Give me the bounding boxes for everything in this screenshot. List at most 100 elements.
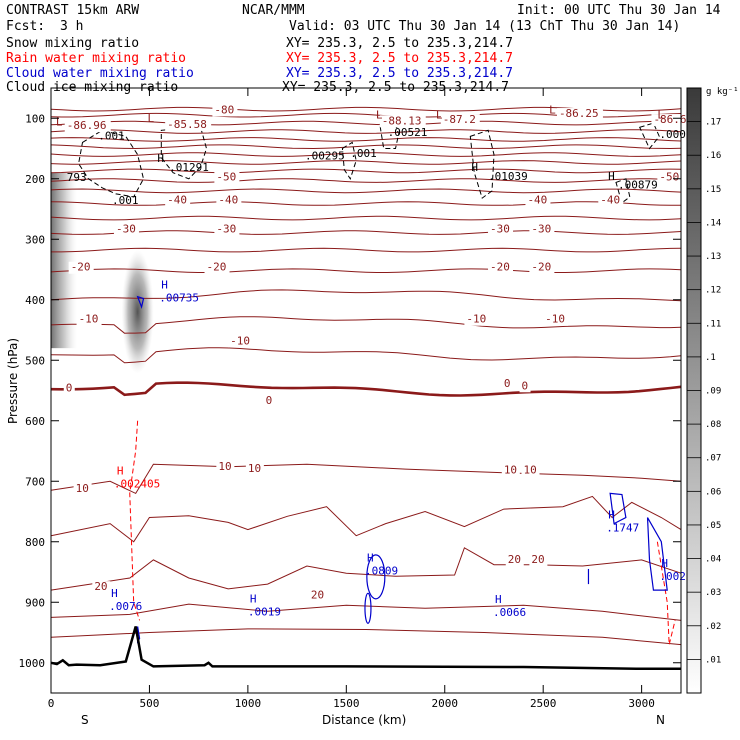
model-title: CONTRAST 15km ARW — [6, 3, 140, 18]
cloud-ice-contour — [78, 129, 145, 198]
x-tick-label: 1500 — [333, 697, 360, 710]
cloud-water-contour — [364, 592, 372, 624]
isotherm-label-bg — [556, 108, 603, 121]
cloud-ice-contour — [639, 122, 660, 150]
colorbar-unit: g kg⁻¹ — [706, 87, 739, 97]
x-end-label-south: S — [81, 713, 89, 727]
isotherm-line — [50, 289, 682, 302]
isotherm-line — [51, 247, 682, 253]
isotherm-label: -88.13 — [382, 114, 422, 127]
colorbar-tick-label: .11 — [705, 319, 721, 329]
isotherm-label: -20 — [531, 261, 551, 274]
isotherm-label: -30 — [531, 223, 551, 236]
isotherm-label-bg — [63, 382, 75, 395]
cloud-ice-label: .001 — [98, 129, 125, 142]
isotherm-label-bg — [214, 171, 240, 184]
cloud-water-contour — [136, 295, 145, 310]
isotherm-label-bg — [204, 261, 230, 274]
isotherm-label-bg — [216, 194, 242, 207]
colorbar-tick-label: .03 — [705, 588, 721, 598]
isotherm-label: -40 — [527, 194, 547, 207]
x-tick-label: 0 — [48, 697, 55, 710]
isotherm-label: 20 — [94, 580, 107, 593]
isotherm-label-bg — [501, 377, 513, 390]
low-marker: L — [436, 108, 443, 121]
cloud-water-max-label: .1747 — [606, 521, 639, 534]
valid-time: Valid: 03 UTC Thu 30 Jan 14 (13 ChT Thu … — [289, 19, 681, 34]
isotherm-label: 10 — [504, 463, 517, 476]
y-tick-label: 1000 — [19, 657, 46, 670]
cloud-water-max-label: .00735 — [159, 292, 199, 305]
isotherm-label: -50 — [216, 171, 236, 184]
cloud-water-max-marker: H — [608, 508, 615, 521]
cloud-water-max-label: .002 — [659, 570, 686, 583]
colorbar-tick-label: .04 — [705, 555, 721, 565]
isotherm-label-bg — [598, 194, 624, 207]
isotherm-line — [50, 201, 681, 206]
colorbar-tick-label: .15 — [705, 185, 721, 195]
isotherm-label-bg — [501, 464, 520, 477]
cloud-ice-label: .00521 — [388, 126, 428, 139]
isotherm-line — [50, 603, 682, 621]
init-time: Init: 00 UTC Thu 30 Jan 14 — [517, 3, 721, 18]
cloud-water-max-marker: H — [495, 593, 502, 606]
colorbar-tick-label: .12 — [705, 286, 721, 296]
isotherm-line — [50, 188, 682, 194]
isotherm-label-bg — [519, 380, 531, 393]
y-tick-label: 900 — [25, 596, 45, 609]
isotherm-label: 20 — [508, 553, 521, 566]
colorbar-tick-label: .08 — [705, 420, 721, 430]
isotherm-label-bg — [76, 313, 102, 326]
isotherm-label-bg — [651, 114, 698, 127]
isotherm-label: -30 — [490, 223, 510, 236]
isotherm-line — [50, 129, 682, 134]
y-tick-label: 100 — [25, 112, 45, 125]
plot-frame — [50, 87, 682, 694]
isotherm-label-bg — [308, 589, 327, 602]
x-axis-label: Distance (km) — [322, 713, 407, 727]
center-name: NCAR/MMM — [242, 3, 305, 18]
cloud-water-max-marker: H — [161, 279, 168, 292]
rain-max-label: .002405 — [114, 477, 160, 490]
isotherm-label-bg — [64, 120, 111, 133]
isotherm-label: -30 — [116, 223, 136, 236]
cloud-water-max-marker: H — [111, 587, 118, 600]
isotherm-label-bg — [379, 115, 426, 128]
cloud-ice-label: .01291 — [169, 161, 209, 174]
colorbar-tick-label: .17 — [705, 118, 721, 128]
cloud-ice-contour — [341, 141, 357, 180]
isotherm-label-bg — [92, 581, 111, 594]
isotherm-label-bg — [165, 194, 191, 207]
isotherm-label: 10 — [524, 463, 537, 476]
colorbar-tick-label: .13 — [705, 252, 721, 262]
colorbar-tick-label: .16 — [705, 151, 721, 161]
x-end-label-north: N — [656, 713, 665, 727]
isotherm-label: 20 — [531, 553, 544, 566]
isotherm-label-bg — [212, 104, 238, 117]
isotherm-label: -80 — [214, 103, 234, 116]
isotherm-label-bg — [488, 261, 514, 274]
low-marker: L — [549, 103, 556, 116]
isotherm-line — [50, 144, 682, 150]
isotherm-label-bg — [543, 313, 569, 326]
field-cloud-water-xy: XY= 235.3, 2.5 to 235.3,214.7 — [286, 66, 513, 81]
isotherm-label: 10 — [76, 482, 89, 495]
x-tick-label: 500 — [140, 697, 160, 710]
isotherm-label: -86.69 — [653, 113, 693, 126]
isotherm-line — [50, 463, 682, 495]
isotherm-label-bg — [529, 261, 555, 274]
colorbar-tick-label: .07 — [705, 454, 721, 464]
cloud-ice-label: .00879 — [618, 178, 658, 191]
isotherm-label: 0 — [66, 382, 73, 395]
isotherm-line — [50, 137, 682, 142]
high-marker: H — [471, 161, 478, 174]
rain-max-marker: H — [117, 464, 124, 477]
isotherm-label: -40 — [600, 194, 620, 207]
isotherm-label-bg — [488, 223, 514, 236]
low-marker: L — [376, 108, 383, 121]
low-marker: L — [56, 116, 63, 129]
isotherm-label: -30 — [216, 223, 236, 236]
field-cloud-water-name: Cloud water mixing ratio — [6, 66, 194, 81]
